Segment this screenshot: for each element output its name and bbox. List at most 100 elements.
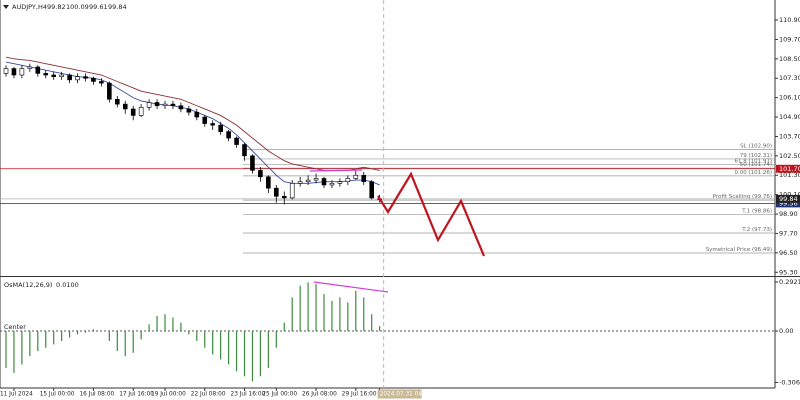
y-tick-label: 107.30 (779, 74, 800, 82)
candle-body (35, 66, 41, 74)
y-tick-label: 106.10 (779, 94, 800, 102)
osma-bar (283, 322, 285, 331)
osma-bar (228, 330, 230, 365)
candle-body (210, 123, 215, 126)
candle-body (313, 178, 319, 181)
osma-bar (21, 330, 23, 365)
candle-body (19, 68, 25, 76)
candle-body (305, 179, 311, 183)
osma-bar (235, 330, 238, 372)
candle-body (250, 155, 255, 171)
y-tick-label: 101.30 (779, 171, 800, 179)
candle-body (202, 116, 208, 124)
osma-bar (251, 330, 254, 382)
y-tick-label: 100.10 (779, 191, 800, 199)
candle-body (162, 103, 168, 107)
osma-bar (243, 330, 246, 377)
candle-body (43, 73, 49, 76)
osma-bar (29, 330, 31, 357)
candle-body (369, 181, 375, 199)
candle-body (266, 176, 271, 189)
osma-bar (267, 330, 269, 368)
osma-bar (291, 297, 293, 331)
y-tick-label: 103.70 (779, 132, 800, 140)
candle-body (11, 68, 17, 76)
y-tick-label: 104.90 (779, 113, 800, 121)
level-label: Profit Scalling (99.76) (713, 194, 772, 200)
candle-body (170, 103, 176, 107)
y-tick-label: 96.50 (779, 249, 798, 257)
candle-body (329, 183, 335, 186)
candle-body (115, 98, 120, 105)
candle-body (146, 102, 152, 108)
y-tick-label: 98.90 (779, 210, 798, 218)
osma-bar (347, 302, 349, 331)
osma-bar (307, 282, 309, 331)
candle-body (3, 68, 9, 74)
osma-bar (37, 330, 39, 352)
price-line-box (776, 164, 800, 173)
x-tick-label: 16 Jul 08:00 (79, 392, 114, 398)
osma-bar (140, 330, 142, 340)
candle-body (258, 170, 263, 178)
candle-body (218, 124, 223, 132)
y-tick-label: 95.30 (779, 268, 798, 276)
menu-arrow (3, 5, 9, 9)
level-label: 0.00 (101.26) (734, 170, 772, 176)
moving-average (5, 56, 380, 171)
divergence-line-price (309, 169, 363, 172)
candle-body (107, 82, 112, 100)
osma-bar (363, 297, 365, 331)
osma-bar (331, 300, 333, 331)
candle-body (242, 144, 247, 157)
bid-box (776, 194, 800, 203)
indicator-tick-label: 0.00 (779, 327, 793, 335)
y-tick-label: 97.70 (779, 229, 798, 237)
osma-bar (61, 330, 63, 342)
candle-body (99, 81, 104, 84)
osma-bar (5, 330, 7, 368)
candle-body (337, 181, 343, 184)
symbol-title: AUDJPY,H4 (12, 3, 47, 11)
osma-bar (379, 325, 381, 331)
osma-bar (84, 330, 87, 333)
cursor-time-box (377, 389, 422, 399)
osma-bar (220, 330, 222, 360)
x-tick-label: 23 Jul 16:00 (231, 392, 266, 398)
x-tick-label: 11 Jul 2024 (0, 392, 33, 398)
osma-bar (116, 330, 118, 352)
osma-bar (45, 330, 47, 348)
osma-bar (53, 330, 55, 345)
x-tick-label: 19 Jul 00:00 (151, 392, 186, 398)
osma-bar (299, 285, 301, 331)
candle-body (226, 131, 231, 139)
candle-body (273, 187, 279, 197)
ohlc-open: 99.82 (47, 3, 66, 11)
osma-bar (275, 330, 277, 348)
candle-body (83, 76, 88, 79)
y-tick-label: 102.50 (779, 152, 800, 160)
osma-bar (323, 294, 325, 331)
x-tick-label: 17 Jul 16:00 (119, 392, 154, 398)
osma-bar (196, 330, 198, 342)
indicator-title: OsMA(12,26,9) (4, 281, 52, 289)
center-label: Center (4, 323, 26, 331)
candle-body (321, 178, 327, 186)
ohlc-close: 99.84 (108, 3, 127, 11)
indicator-current: 0.0100 (56, 281, 79, 289)
osma-bar (259, 330, 261, 377)
candle-body (297, 181, 303, 184)
osma-bar (180, 322, 182, 331)
candle-body (130, 108, 136, 116)
osma-bar (132, 330, 134, 353)
projection-path (377, 171, 486, 257)
osma-bar (13, 330, 15, 373)
candle-body (186, 108, 192, 113)
x-tick-label: 29 Jul 16:00 (342, 392, 377, 398)
candle-body (67, 74, 72, 81)
y-tick-label: 108.50 (779, 55, 800, 63)
osma-bar (172, 317, 174, 331)
marks-layer (3, 56, 382, 382)
y-tick-label: 110.90 (779, 16, 800, 24)
